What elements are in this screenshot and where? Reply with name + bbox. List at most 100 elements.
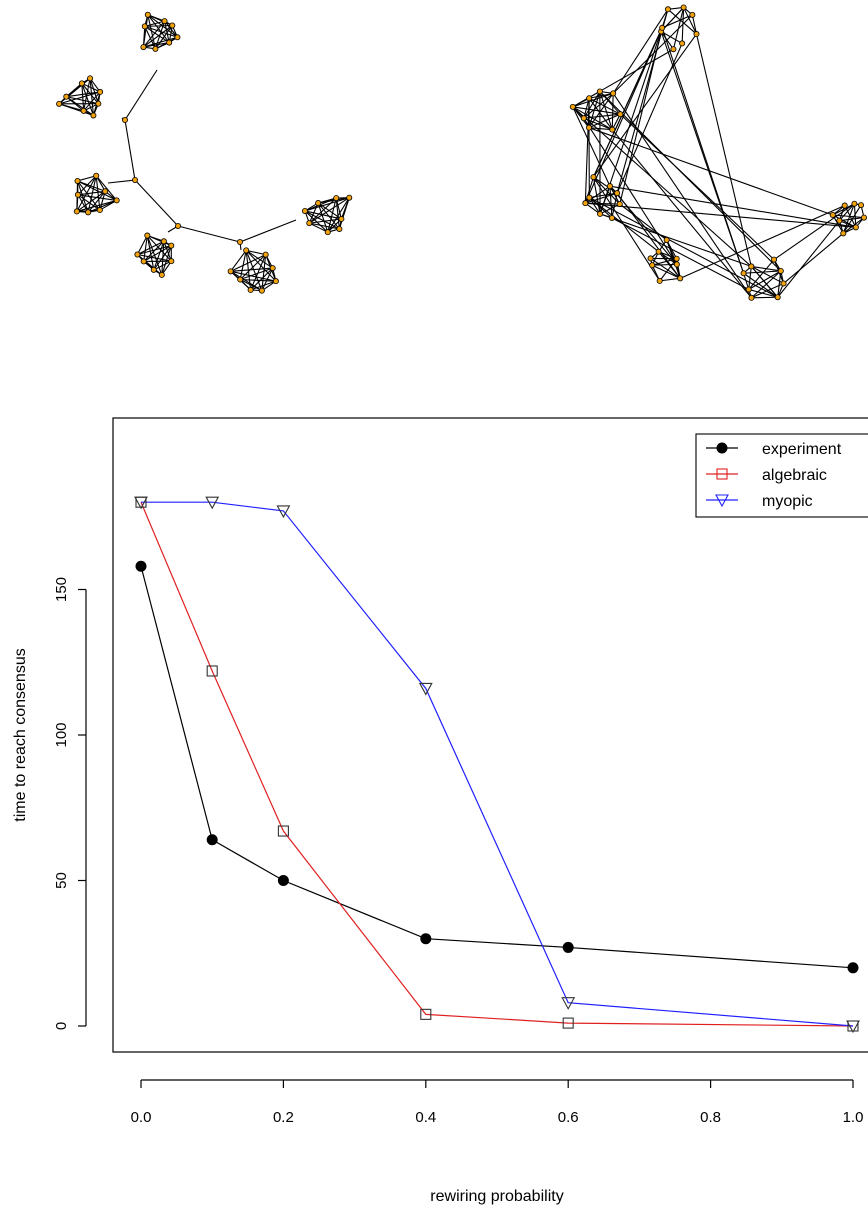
x-tick-label: 0.6	[558, 1109, 579, 1126]
network-edge	[748, 266, 752, 290]
network-node	[748, 263, 755, 270]
bridge-edge	[239, 219, 297, 243]
network-node	[324, 229, 331, 236]
network-node	[168, 242, 175, 249]
network-node	[745, 286, 752, 293]
network-edge	[143, 235, 148, 262]
network-edge	[588, 127, 613, 131]
network-edge	[146, 235, 155, 270]
rewired-edge	[679, 205, 845, 279]
bridge-edge	[107, 179, 136, 184]
network-node	[227, 268, 234, 275]
network-edge	[230, 270, 263, 292]
data-point-myopic	[418, 682, 433, 696]
network-node	[93, 172, 100, 179]
network-node	[836, 217, 843, 224]
network-node	[748, 294, 755, 301]
rewired-edge	[616, 9, 669, 194]
rewired-edge	[777, 220, 840, 298]
network-node	[140, 258, 147, 265]
consensus-time-chart: 0.0 0.2 0.4 0.6 0.8 1.0 0 50 100 150 experiment a…	[12, 417, 868, 1205]
network-edge	[842, 203, 855, 234]
network-node	[689, 11, 696, 18]
data-point-experiment	[277, 875, 289, 886]
network-edge	[777, 270, 782, 298]
network-edge	[609, 186, 613, 218]
network-edge	[832, 214, 857, 228]
network-edge	[748, 270, 782, 290]
network-edge	[589, 192, 618, 199]
network-node	[771, 256, 778, 263]
network-node	[262, 251, 269, 258]
network-node	[113, 197, 120, 204]
network-node	[585, 124, 592, 131]
data-point-experiment	[206, 834, 218, 846]
network-node	[160, 238, 167, 245]
network-edge	[77, 194, 89, 213]
network-node	[306, 220, 313, 227]
rewired-edge	[612, 8, 669, 94]
network-edge	[743, 270, 781, 274]
network-edge	[611, 93, 614, 130]
rewired-edge	[599, 213, 752, 267]
network-node	[647, 255, 654, 262]
rewired-edge	[585, 202, 856, 228]
network-edge	[81, 83, 94, 116]
network-node	[596, 88, 603, 95]
x-axis-title: rewiring probability	[430, 1188, 563, 1205]
network-edge	[76, 180, 89, 213]
data-point-experiment	[135, 560, 147, 572]
network-node	[841, 202, 848, 209]
network-edge	[164, 20, 178, 38]
network-edge	[136, 235, 148, 255]
network-edge	[588, 93, 614, 128]
rewired-edge	[599, 27, 663, 215]
network-edge	[89, 78, 99, 104]
rewired-edge	[619, 203, 668, 241]
rewired-edge	[572, 106, 611, 187]
network-node	[829, 211, 836, 218]
network-edge	[83, 91, 101, 112]
network-node	[96, 207, 103, 214]
network-node	[237, 276, 244, 283]
network-node	[858, 202, 865, 209]
network-edge	[87, 175, 97, 213]
network-edge	[143, 240, 165, 262]
network-node	[174, 222, 181, 229]
network-edge	[77, 190, 106, 196]
network-edge	[95, 175, 101, 211]
network-node	[301, 207, 308, 214]
network-node	[102, 188, 109, 195]
network-node	[609, 126, 616, 133]
network-edge	[588, 197, 601, 215]
network-node	[63, 93, 70, 100]
x-axis: 0.0 0.2 0.4 0.6 0.8 1.0	[131, 1079, 864, 1126]
series-line-algebraic	[140, 501, 854, 1027]
x-tick-label: 0.2	[273, 1109, 294, 1126]
bridge-edge	[124, 69, 158, 121]
network-edge	[154, 25, 173, 50]
network-node	[680, 4, 687, 11]
network-edge	[317, 202, 329, 233]
network-node	[168, 258, 175, 265]
data-point-algebraic	[277, 825, 289, 837]
network-node	[74, 191, 81, 198]
rewired-edge	[572, 106, 752, 267]
y-axis: 0 50 100 150	[53, 577, 87, 1030]
bridge-edge	[134, 179, 179, 227]
data-point-myopic	[205, 496, 220, 510]
x-tick-label: 1.0	[843, 1109, 864, 1126]
network-edge	[585, 192, 618, 204]
network-edge	[250, 280, 277, 291]
network-edge	[161, 245, 172, 276]
series-line-myopic	[141, 501, 854, 1027]
network-edge	[66, 91, 101, 98]
network-node	[78, 80, 85, 87]
data-point-algebraic	[420, 1008, 432, 1020]
rewired-edge	[695, 33, 752, 267]
network-edge	[137, 253, 172, 262]
network-edge	[77, 175, 97, 196]
network-edge	[667, 8, 697, 35]
network-edge	[751, 265, 784, 284]
